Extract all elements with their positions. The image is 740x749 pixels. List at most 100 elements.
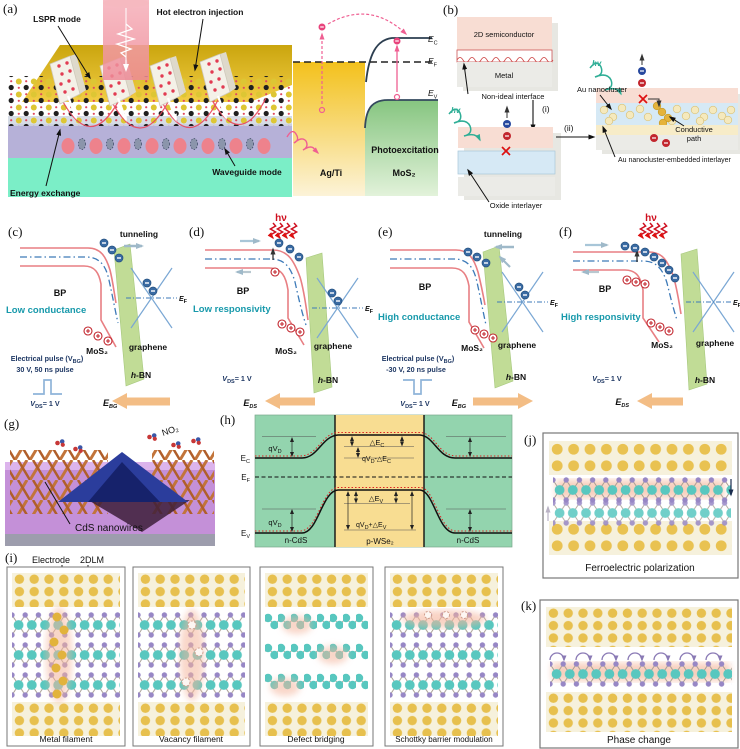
- field-label: EBG: [452, 398, 467, 410]
- panel-j: (j) Ferroelectric polarization: [524, 432, 739, 579]
- pulse-desc: -30 V, 20 ns pulse: [386, 365, 446, 374]
- panel-f: (f) hν EF BP High responsivity MoS₂ grap…: [559, 213, 740, 409]
- electron: [620, 241, 630, 251]
- qvd-lower-label: qVD: [268, 518, 281, 529]
- field-label: EDS: [615, 397, 629, 409]
- ef-label: EF: [241, 473, 250, 484]
- metal-filament-box: Metal filament: [6, 566, 126, 747]
- hot-electron-arrow: [193, 18, 204, 72]
- photoexcitation-label: Photoexcitation: [371, 145, 439, 155]
- conductive-path-label-2: path: [687, 134, 702, 143]
- semiconductor-box: [457, 17, 552, 50]
- hv-wave-1: [448, 108, 481, 142]
- agti-label: Ag/Ti: [320, 168, 342, 178]
- lspr-arrow: [57, 25, 91, 80]
- au-nanocluster-label: Au nanocluster: [577, 85, 628, 94]
- ef-label: EF: [550, 300, 559, 309]
- upper-layer: [553, 477, 731, 503]
- panel-g: (g) NO₂ CdS nanowires: [4, 416, 215, 546]
- hv-label-1: hv: [451, 106, 461, 115]
- panel-b: (b) 2D semiconductor Metal Non-ideal int…: [443, 2, 740, 210]
- schottky-box: Schottky barrier modulation: [384, 566, 504, 747]
- mos2-label: MoS₂: [461, 343, 483, 353]
- dirac-cone-line2: [130, 267, 173, 329]
- hole: [646, 318, 656, 328]
- electron: [294, 252, 304, 262]
- hole: [479, 329, 489, 339]
- graphene-label: graphene: [314, 341, 353, 351]
- photoexcited-hole-mos2: [393, 93, 401, 101]
- electron: [333, 296, 343, 306]
- reference-lines: [262, 436, 506, 531]
- waveguide-label: Waveguide mode: [212, 167, 282, 177]
- caption: Schottky barrier modulation: [395, 735, 492, 744]
- panel-a-band-diagram: EC EF EV Photoexcitation Ag/Ti MoS₂: [286, 13, 439, 196]
- band-top: [205, 249, 309, 321]
- panel-b-tag: (b): [443, 2, 458, 17]
- electron: [520, 290, 530, 300]
- gas-molecule: [171, 441, 181, 449]
- atomic-lattice: [8, 76, 292, 126]
- photoexcited-hole: [318, 106, 326, 114]
- oxide-box: [457, 150, 556, 175]
- rotation-arcs: [549, 652, 723, 662]
- state-label: High conductance: [378, 312, 460, 323]
- ec-band: [255, 434, 512, 459]
- electron: [630, 243, 640, 253]
- conductive-path-arrow: [668, 116, 685, 127]
- light-zigzag: [270, 223, 275, 238]
- embedded-interlayer-label: Au nanocluster-embedded interlayer: [618, 157, 732, 164]
- qvd-dec-label: qVD-△EC: [362, 456, 391, 465]
- vds-label: VDS= 1 V: [400, 399, 430, 410]
- electron-carrier-1: [503, 120, 511, 128]
- light-zigzag: [277, 223, 282, 238]
- tunneling-label: tunneling: [484, 229, 522, 239]
- energy-exchange-label: Energy exchange: [10, 188, 81, 198]
- cds-label: CdS nanowires: [75, 523, 143, 534]
- caption: Defect bridging: [287, 734, 344, 744]
- vacancy-sites: [181, 620, 204, 687]
- bp-label: BP: [419, 282, 432, 292]
- au-nanocluster-arrow: [599, 94, 612, 111]
- hole: [277, 319, 287, 329]
- electron: [99, 238, 109, 248]
- base-strip: [5, 534, 215, 546]
- blocked-x-2: [638, 94, 648, 104]
- hole: [103, 336, 113, 346]
- waveguide-modes: [61, 138, 271, 154]
- injection-arrows: [66, 95, 228, 122]
- electron: [463, 247, 473, 257]
- band-top: [20, 247, 117, 304]
- transferred-hole-2: [662, 139, 670, 147]
- mos2-region: [365, 100, 438, 196]
- panel-h: (h) EC EF EV qVD qVD △EC qVD-△EC △EV qVD…: [220, 412, 513, 548]
- electron: [514, 282, 524, 292]
- conductive-path-label-1: Conductive: [675, 125, 713, 134]
- state-label: High responsivity: [561, 312, 641, 323]
- lower-layer: [553, 500, 731, 526]
- valence-band-edge: [364, 99, 438, 129]
- waveguide-arrow: [224, 147, 236, 167]
- bottom-yellow-layer: [596, 125, 738, 135]
- panel-a-tag: (a): [3, 1, 17, 16]
- metal-label: Metal: [495, 71, 514, 80]
- fermi-dashdot: [390, 258, 487, 326]
- mos2-label: MoS₂: [275, 346, 297, 356]
- panel-e-tag: (e): [378, 224, 392, 239]
- electron: [327, 288, 337, 298]
- electron: [481, 258, 491, 268]
- semiconductor3-box: [596, 88, 738, 103]
- electron-carrier-2: [638, 67, 646, 75]
- non-ideal-label: Non-ideal interface: [482, 92, 545, 101]
- defect-bridging-box: Defect bridging: [259, 566, 374, 747]
- panel-k-tag: (k): [521, 598, 536, 613]
- hole-carrier-2: [638, 79, 646, 87]
- hbn-slab: [482, 245, 514, 389]
- panel-c-tag: (c): [8, 224, 22, 239]
- electron: [107, 245, 117, 255]
- electron: [274, 238, 284, 248]
- panel-g-tag: (g): [4, 416, 19, 431]
- embedded-interlayer-arrow: [602, 125, 616, 158]
